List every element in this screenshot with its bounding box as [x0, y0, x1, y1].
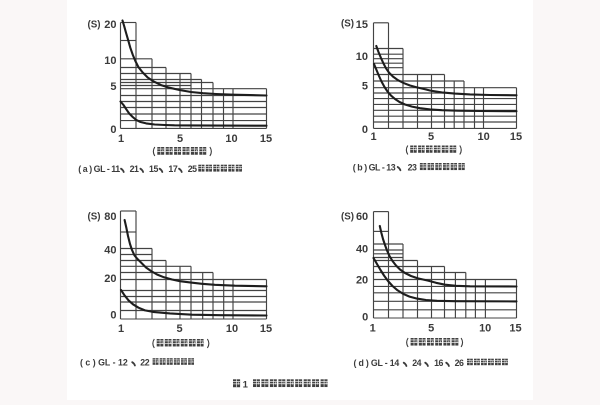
svg-text:10: 10 — [225, 133, 237, 145]
svg-text:21: 21 — [130, 164, 139, 174]
svg-text:10: 10 — [479, 323, 491, 335]
svg-text:15: 15 — [509, 323, 521, 335]
svg-text:5: 5 — [362, 81, 368, 93]
svg-text:15: 15 — [510, 131, 522, 143]
svg-text:5: 5 — [110, 81, 116, 93]
svg-text:10: 10 — [356, 51, 368, 63]
svg-text:( b ) GL - 13: ( b ) GL - 13 — [353, 162, 396, 172]
svg-text:25: 25 — [188, 164, 197, 174]
svg-text:5: 5 — [428, 131, 434, 143]
svg-text:1: 1 — [118, 133, 124, 145]
svg-text:( d ) GL - 14: ( d ) GL - 14 — [354, 358, 400, 368]
svg-text:1: 1 — [118, 323, 124, 335]
svg-text:1: 1 — [370, 131, 376, 143]
svg-text:17: 17 — [168, 164, 177, 174]
svg-text:5: 5 — [428, 323, 434, 335]
svg-text:16: 16 — [434, 358, 443, 368]
svg-text:24: 24 — [412, 358, 421, 368]
svg-text:60: 60 — [356, 211, 368, 223]
svg-text:10: 10 — [477, 131, 489, 143]
svg-text:(S): (S) — [88, 20, 101, 31]
svg-text:(S): (S) — [341, 212, 354, 223]
svg-text:1: 1 — [370, 323, 376, 335]
svg-text:5: 5 — [177, 133, 183, 145]
svg-text:10: 10 — [104, 55, 116, 67]
svg-text:15: 15 — [260, 323, 272, 335]
svg-text:( a ) GL - 11: ( a ) GL - 11 — [78, 164, 120, 174]
svg-text:0: 0 — [362, 312, 368, 324]
svg-text:80: 80 — [104, 211, 116, 223]
svg-text:15: 15 — [356, 19, 368, 31]
svg-text:(S): (S) — [88, 212, 101, 223]
svg-text:0: 0 — [110, 310, 116, 322]
svg-text:20: 20 — [104, 19, 116, 31]
svg-text:40: 40 — [104, 245, 116, 257]
svg-text:( c ) GL - 12: ( c ) GL - 12 — [80, 358, 128, 368]
svg-text:23: 23 — [408, 162, 417, 172]
svg-text:0: 0 — [110, 124, 116, 136]
svg-text:(S): (S) — [341, 19, 354, 30]
svg-text:15: 15 — [149, 164, 158, 174]
svg-text:0: 0 — [362, 124, 368, 136]
svg-text:5: 5 — [177, 323, 183, 335]
svg-text:20: 20 — [356, 275, 368, 287]
svg-text:15: 15 — [260, 133, 272, 145]
svg-text:20: 20 — [104, 273, 116, 285]
svg-text:26: 26 — [455, 358, 464, 368]
svg-text:1: 1 — [243, 380, 249, 391]
svg-text:10: 10 — [226, 323, 238, 335]
svg-text:22: 22 — [140, 358, 149, 368]
svg-text:40: 40 — [356, 244, 368, 256]
